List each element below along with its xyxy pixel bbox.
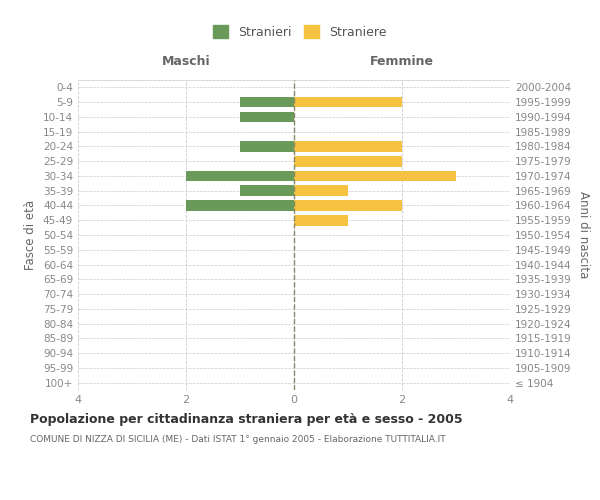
- Text: Maschi: Maschi: [161, 54, 211, 68]
- Bar: [186, 170, 294, 181]
- Y-axis label: Fasce di età: Fasce di età: [25, 200, 37, 270]
- Bar: [294, 170, 456, 181]
- Bar: [294, 97, 402, 108]
- Y-axis label: Anni di nascita: Anni di nascita: [577, 192, 590, 278]
- Text: COMUNE DI NIZZA DI SICILIA (ME) - Dati ISTAT 1° gennaio 2005 - Elaborazione TUTT: COMUNE DI NIZZA DI SICILIA (ME) - Dati I…: [30, 435, 446, 444]
- Text: Femmine: Femmine: [370, 54, 434, 68]
- Text: Popolazione per cittadinanza straniera per età e sesso - 2005: Popolazione per cittadinanza straniera p…: [30, 412, 463, 426]
- Bar: [294, 186, 348, 196]
- Bar: [294, 141, 402, 152]
- Bar: [294, 200, 402, 211]
- Bar: [240, 141, 294, 152]
- Bar: [294, 156, 402, 166]
- Bar: [294, 215, 348, 226]
- Legend: Stranieri, Straniere: Stranieri, Straniere: [209, 21, 391, 42]
- Bar: [240, 97, 294, 108]
- Bar: [186, 200, 294, 211]
- Bar: [240, 112, 294, 122]
- Bar: [240, 186, 294, 196]
